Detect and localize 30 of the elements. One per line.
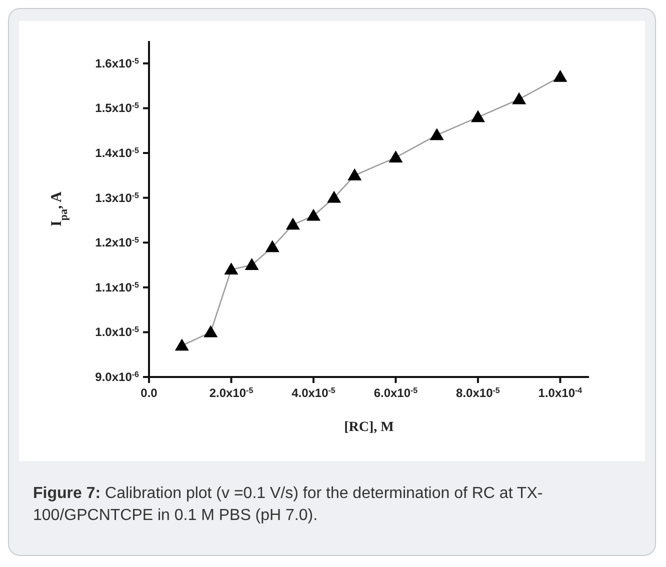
point [348, 168, 362, 180]
point [224, 262, 238, 274]
caption: Figure 7: Calibration plot (v =0.1 V/s) for the determination of RC at TX-100/GPCNTCPE in 0.1 M PBS (pH 7.0). [33, 484, 544, 526]
point [286, 218, 300, 230]
x-tick-label: 8.0x10$^{-5}$ [456, 386, 500, 400]
x-tick-label: 2.0x10$^{-5}$ [209, 386, 254, 400]
point [553, 70, 568, 82]
x-tick-label: 6.0x10$^{-5}$ [374, 386, 418, 400]
y-tick-label: 1.1x10$^{-5}$ [95, 280, 140, 294]
point [512, 92, 526, 104]
y-tick-label: 1.3x10$^{-5}$ [95, 190, 140, 205]
y-tick-label: 1.2x10$^{-5}$ [95, 235, 140, 250]
point [388, 150, 403, 162]
point [174, 338, 189, 351]
y-tick-label: 1.0x10$^{-5}$ [95, 324, 140, 340]
point [204, 325, 218, 338]
point [327, 190, 342, 203]
y-tick-label: 1.5x10$^{-5}$ [95, 100, 140, 116]
x-axis-title: [RC], M [344, 420, 394, 435]
point [306, 208, 320, 221]
y-tick-label: 1.4x10$^{-5}$ [95, 146, 140, 160]
y-tick-label: 9.0x10$^{-6}$ [95, 370, 140, 384]
x-tick-label: 4.0x10$^{-5}$ [292, 386, 336, 400]
x-tick-label: 0.0 [140, 386, 158, 400]
y-tick-label: 1.6x10$^{-5}$ [95, 56, 140, 70]
point [265, 240, 280, 252]
point [470, 110, 485, 122]
point [430, 128, 444, 140]
x-tick-label: 1.0x10$^{-4}$ [538, 386, 583, 400]
point [244, 258, 259, 270]
